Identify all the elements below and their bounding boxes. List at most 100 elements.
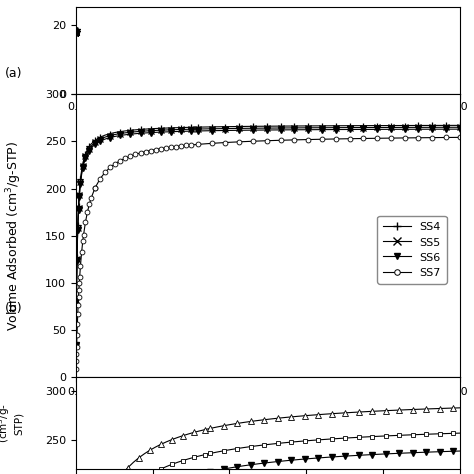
SS5 bbox=[92, 139, 98, 145]
SS7 bbox=[92, 185, 98, 191]
SS5 bbox=[195, 126, 201, 132]
SS4 bbox=[402, 123, 408, 128]
SS4 bbox=[78, 176, 83, 182]
SS4 bbox=[82, 151, 88, 157]
SS6 bbox=[416, 127, 421, 132]
SS4 bbox=[107, 131, 113, 137]
SS4 bbox=[188, 125, 194, 130]
SS5 bbox=[457, 124, 463, 130]
SS5 bbox=[107, 133, 113, 138]
SS5 bbox=[76, 192, 82, 198]
SS5 bbox=[74, 256, 80, 262]
Line: SS6: SS6 bbox=[73, 127, 463, 348]
Line: SS4: SS4 bbox=[73, 122, 463, 347]
SS5 bbox=[76, 205, 82, 211]
SS4 bbox=[250, 124, 256, 129]
SS6 bbox=[388, 127, 394, 132]
SS6 bbox=[76, 194, 82, 200]
SS5 bbox=[82, 154, 88, 159]
SS5 bbox=[73, 342, 79, 347]
SS5 bbox=[319, 125, 325, 130]
Text: (b): (b) bbox=[5, 301, 22, 315]
SS5 bbox=[137, 128, 143, 134]
SS5 bbox=[278, 125, 283, 131]
SS5 bbox=[148, 128, 154, 134]
SS6 bbox=[118, 133, 123, 138]
SS6 bbox=[97, 138, 103, 144]
SS7 bbox=[168, 145, 173, 150]
SS6 bbox=[305, 127, 311, 133]
SS4 bbox=[118, 129, 123, 135]
SS6 bbox=[346, 127, 352, 132]
SS6 bbox=[360, 127, 366, 132]
SS4 bbox=[388, 123, 394, 128]
SS5 bbox=[86, 146, 92, 151]
SS6 bbox=[195, 128, 201, 134]
SS4 bbox=[443, 123, 449, 128]
SS4 bbox=[178, 125, 184, 130]
SS4 bbox=[429, 123, 435, 128]
SS6 bbox=[75, 227, 81, 233]
SS5 bbox=[97, 137, 103, 142]
SS6 bbox=[137, 130, 143, 136]
SS5 bbox=[78, 179, 83, 184]
SS5 bbox=[80, 163, 86, 169]
SS6 bbox=[319, 127, 325, 132]
SS6 bbox=[82, 155, 88, 161]
SS7 bbox=[80, 238, 86, 244]
X-axis label: Relative Pressure (p/p$_o$): Relative Pressure (p/p$_o$) bbox=[193, 116, 343, 133]
SS4 bbox=[346, 123, 352, 128]
SS4 bbox=[305, 123, 311, 129]
SS4 bbox=[195, 124, 201, 130]
SS5 bbox=[250, 126, 256, 131]
SS5 bbox=[188, 127, 194, 132]
SS4 bbox=[80, 161, 86, 167]
SS7 bbox=[457, 135, 463, 140]
SS5 bbox=[388, 125, 394, 130]
SS5 bbox=[237, 126, 242, 131]
SS6 bbox=[107, 135, 113, 140]
SS6 bbox=[429, 127, 435, 132]
SS5 bbox=[305, 125, 311, 131]
SS4 bbox=[333, 123, 338, 128]
SS6 bbox=[333, 127, 338, 132]
SS5 bbox=[292, 125, 297, 131]
SS4 bbox=[158, 126, 164, 131]
SS5 bbox=[374, 125, 380, 130]
SS5 bbox=[178, 127, 184, 132]
Legend: SS4, SS5, SS6, SS7: SS4, SS5, SS6, SS7 bbox=[377, 216, 447, 283]
SS4 bbox=[128, 128, 133, 133]
SS6 bbox=[209, 128, 215, 134]
SS7 bbox=[148, 148, 154, 154]
SS6 bbox=[250, 128, 256, 133]
SS6 bbox=[92, 141, 98, 147]
SS5 bbox=[73, 297, 79, 303]
SS5 bbox=[209, 126, 215, 132]
SS6 bbox=[188, 128, 194, 134]
SS7 bbox=[78, 263, 83, 269]
SS5 bbox=[402, 125, 408, 130]
SS4 bbox=[319, 123, 325, 128]
SS6 bbox=[74, 258, 80, 264]
SS4 bbox=[75, 223, 81, 228]
SS5 bbox=[118, 131, 123, 137]
SS6 bbox=[128, 131, 133, 137]
SS7 bbox=[73, 366, 79, 372]
SS6 bbox=[80, 165, 86, 171]
SS4 bbox=[292, 123, 297, 129]
SS6 bbox=[178, 128, 184, 134]
SS5 bbox=[346, 125, 352, 130]
SS4 bbox=[92, 137, 98, 143]
Y-axis label: Volume Adsorbed (cm$^3$/g-STP): Volume Adsorbed (cm$^3$/g-STP) bbox=[4, 140, 24, 331]
SS5 bbox=[158, 128, 164, 133]
SS6 bbox=[223, 128, 228, 133]
SS4 bbox=[148, 126, 154, 132]
SS4 bbox=[73, 296, 79, 301]
SS6 bbox=[278, 127, 283, 133]
SS4 bbox=[278, 123, 283, 129]
X-axis label: Relative Pressure (p/p$_o$): Relative Pressure (p/p$_o$) bbox=[193, 401, 343, 418]
SS5 bbox=[360, 125, 366, 130]
SS4 bbox=[137, 127, 143, 132]
SS6 bbox=[73, 343, 79, 348]
SS4 bbox=[73, 341, 79, 347]
